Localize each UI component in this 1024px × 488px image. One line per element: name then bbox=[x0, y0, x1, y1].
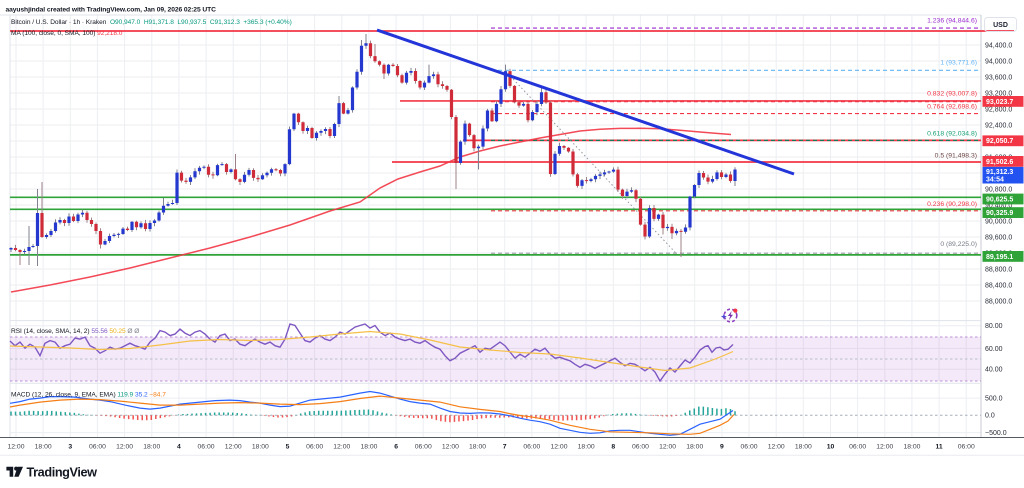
svg-text:12:00: 12:00 bbox=[550, 444, 567, 451]
svg-text:06:00: 06:00 bbox=[415, 444, 432, 451]
svg-text:06:00: 06:00 bbox=[306, 444, 323, 451]
svg-text:89,195.1: 89,195.1 bbox=[986, 254, 1013, 261]
svg-text:94,400.0: 94,400.0 bbox=[985, 42, 1012, 49]
svg-text:Bitcoin / U.S. Dollar · 1h · K: Bitcoin / U.S. Dollar · 1h · Kraken O90,… bbox=[11, 19, 292, 26]
svg-text:MA (100, close, 0, SMA, 100) 9: MA (100, close, 0, SMA, 100) 92,218.0 bbox=[11, 30, 123, 37]
svg-text:60.00: 60.00 bbox=[985, 346, 1003, 353]
svg-text:06:00: 06:00 bbox=[958, 444, 975, 451]
svg-text:0.618 (92,034.8): 0.618 (92,034.8) bbox=[927, 131, 977, 138]
svg-text:4: 4 bbox=[177, 444, 181, 451]
svg-text:88,800.0: 88,800.0 bbox=[985, 266, 1012, 273]
svg-text:12:00: 12:00 bbox=[768, 444, 785, 451]
svg-text:1 (93,771.6): 1 (93,771.6) bbox=[940, 60, 977, 67]
svg-text:0.5 (91,498.3): 0.5 (91,498.3) bbox=[935, 153, 977, 160]
svg-text:93,023.7: 93,023.7 bbox=[986, 99, 1013, 106]
svg-text:12:00: 12:00 bbox=[116, 444, 133, 451]
svg-text:aayushjindal created with Trad: aayushjindal created with TradingView.co… bbox=[6, 7, 217, 14]
svg-text:18:00: 18:00 bbox=[903, 444, 920, 451]
svg-text:12:00: 12:00 bbox=[7, 444, 24, 451]
svg-text:90,325.9: 90,325.9 bbox=[986, 210, 1013, 217]
svg-text:06:00: 06:00 bbox=[89, 444, 106, 451]
svg-text:11: 11 bbox=[936, 444, 943, 451]
svg-text:0 (89,225.0): 0 (89,225.0) bbox=[940, 241, 977, 248]
svg-text:18:00: 18:00 bbox=[795, 444, 812, 451]
svg-text:0.832 (93,007.8): 0.832 (93,007.8) bbox=[927, 91, 977, 98]
svg-text:RSI (14, close, SMA, 14, 2) 55: RSI (14, close, SMA, 14, 2) 55.56 50.25 … bbox=[11, 328, 139, 335]
svg-text:18:00: 18:00 bbox=[252, 444, 269, 451]
svg-text:18:00: 18:00 bbox=[35, 444, 52, 451]
svg-text:12:00: 12:00 bbox=[659, 444, 676, 451]
svg-text:12:00: 12:00 bbox=[333, 444, 350, 451]
svg-text:1.236 (94,844.6): 1.236 (94,844.6) bbox=[927, 18, 977, 25]
svg-text:80.00: 80.00 bbox=[985, 323, 1003, 330]
svg-text:7: 7 bbox=[503, 444, 507, 451]
svg-text:88,400.0: 88,400.0 bbox=[985, 282, 1012, 289]
svg-text:500.0: 500.0 bbox=[985, 396, 1003, 403]
svg-text:0.764 (92,698.6): 0.764 (92,698.6) bbox=[927, 104, 977, 111]
svg-text:34:54: 34:54 bbox=[986, 177, 1004, 184]
svg-text:0.236 (90,298.0): 0.236 (90,298.0) bbox=[927, 201, 977, 208]
svg-text:89,600.0: 89,600.0 bbox=[985, 234, 1012, 241]
svg-text:93,200.0: 93,200.0 bbox=[985, 90, 1012, 97]
svg-text:18:00: 18:00 bbox=[469, 444, 486, 451]
svg-text:06:00: 06:00 bbox=[741, 444, 758, 451]
svg-text:9: 9 bbox=[720, 444, 724, 451]
svg-text:06:00: 06:00 bbox=[849, 444, 866, 451]
svg-text:0.0: 0.0 bbox=[985, 413, 995, 420]
svg-text:18:00: 18:00 bbox=[578, 444, 595, 451]
svg-text:90,400.0: 90,400.0 bbox=[985, 202, 1012, 209]
svg-text:12:00: 12:00 bbox=[225, 444, 242, 451]
svg-text:90,625.5: 90,625.5 bbox=[986, 196, 1013, 203]
svg-text:40.00: 40.00 bbox=[985, 367, 1003, 374]
svg-text:3: 3 bbox=[68, 444, 72, 451]
svg-text:TradingView: TradingView bbox=[27, 466, 98, 480]
svg-text:92,800.0: 92,800.0 bbox=[985, 106, 1012, 113]
svg-text:10: 10 bbox=[827, 444, 835, 451]
svg-text:90,000.0: 90,000.0 bbox=[985, 218, 1012, 225]
svg-text:12:00: 12:00 bbox=[876, 444, 893, 451]
svg-text:5: 5 bbox=[286, 444, 290, 451]
svg-text:91,312.3: 91,312.3 bbox=[986, 169, 1013, 176]
svg-text:88,000.0: 88,000.0 bbox=[985, 298, 1012, 305]
svg-text:−500.0: −500.0 bbox=[985, 430, 1007, 437]
svg-text:91,502.6: 91,502.6 bbox=[986, 159, 1013, 166]
svg-text:18:00: 18:00 bbox=[143, 444, 160, 451]
svg-text:12:00: 12:00 bbox=[442, 444, 459, 451]
svg-text:6: 6 bbox=[394, 444, 398, 451]
svg-text:93,600.0: 93,600.0 bbox=[985, 74, 1012, 81]
svg-text:MACD (12, 26, close, 9, EMA, E: MACD (12, 26, close, 9, EMA, EMA) 119.9 … bbox=[11, 392, 166, 399]
svg-text:06:00: 06:00 bbox=[632, 444, 649, 451]
svg-text:94,000.0: 94,000.0 bbox=[985, 58, 1012, 65]
svg-text:18:00: 18:00 bbox=[360, 444, 377, 451]
svg-text:06:00: 06:00 bbox=[523, 444, 540, 451]
svg-text:06:00: 06:00 bbox=[198, 444, 215, 451]
svg-text:8: 8 bbox=[611, 444, 615, 451]
svg-text:90,800.0: 90,800.0 bbox=[985, 186, 1012, 193]
svg-text:92,400.0: 92,400.0 bbox=[985, 122, 1012, 129]
svg-text:92,050.7: 92,050.7 bbox=[986, 138, 1013, 145]
svg-text:18:00: 18:00 bbox=[686, 444, 703, 451]
svg-text:USD: USD bbox=[993, 22, 1008, 29]
